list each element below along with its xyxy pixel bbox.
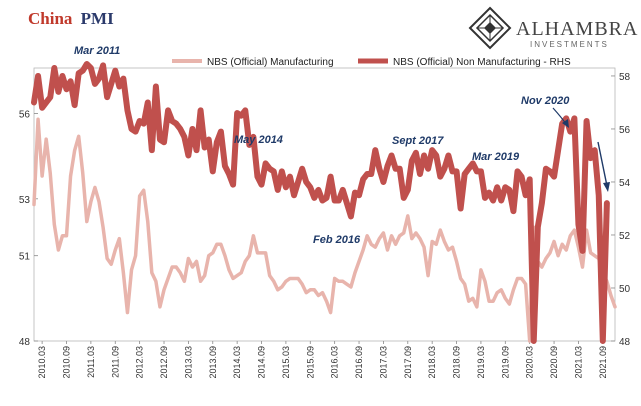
x-tick-label: 2020.09: [549, 346, 559, 379]
arrow-head-icon: [603, 182, 610, 192]
right-tick-label: 58: [619, 72, 631, 83]
legend-label-non-manufacturing: NBS (Official) Non Manufacturing - RHS: [393, 57, 571, 68]
x-tick-label: 2015.03: [281, 346, 291, 379]
x-tick-label: 2010.09: [62, 346, 72, 379]
annotation-mar-2011: Mar 2011: [74, 45, 120, 57]
logo-diamond-icon: [468, 6, 512, 50]
arrow-head-icon: [562, 119, 569, 128]
annotation-sept-2017: Sept 2017: [392, 135, 444, 147]
x-tick-label: 2014.09: [257, 346, 267, 379]
left-tick-label: 51: [19, 252, 31, 263]
left-tick-label: 56: [19, 110, 31, 121]
right-tick-label: 56: [619, 125, 631, 136]
x-tick-label: 2016.09: [354, 346, 364, 379]
x-tick-label: 2011.09: [110, 346, 120, 378]
left-tick-label: 48: [19, 337, 31, 348]
x-tick-label: 2017.09: [403, 346, 413, 379]
annotation-arrow-nov-2020: [552, 107, 567, 125]
left-tick-label: 53: [19, 195, 31, 206]
annotations: Mar 2011 May 2014 Feb 2016 Sept 2017 Mar…: [74, 45, 610, 246]
right-tick-label: 48: [619, 337, 631, 348]
right-tick-label: 50: [619, 284, 631, 295]
legend-label-manufacturing: NBS (Official) Manufacturing: [207, 57, 334, 68]
x-tick-label: 2015.09: [305, 346, 315, 379]
right-tick-label: 52: [619, 231, 631, 242]
logo-name: ALHAMBRA: [516, 18, 638, 40]
series-layer: [31, 61, 617, 344]
chart-title-part2: PMI: [81, 9, 114, 28]
x-tick-label: 2014.03: [232, 346, 242, 379]
right-tick-label: 54: [619, 178, 631, 189]
legend: NBS (Official) Manufacturing NBS (Offici…: [172, 57, 571, 68]
x-tick-label: 2018.09: [452, 346, 462, 379]
x-tick-label: 2012.03: [135, 346, 145, 379]
annotation-mar-2019: Mar 2019: [472, 151, 520, 163]
x-tick-label: 2019.09: [500, 346, 510, 379]
x-tick-label: 2019.03: [476, 346, 486, 379]
x-tick-label: 2018.03: [427, 346, 437, 379]
series-line-manufacturing: [32, 117, 617, 343]
x-tick-label: 2010.03: [37, 346, 47, 379]
x-tick-label: 2017.03: [378, 346, 388, 379]
annotation-may-2014: May 2014: [234, 134, 283, 146]
axes-layer: 48 51 53 56 48 50 52 54 56 58 2010.03 2010.09 2011.0…: [19, 72, 631, 379]
chart-title: China PMI: [28, 9, 114, 28]
x-tick-label: 2013.09: [208, 346, 218, 379]
x-tick-label: 2011.03: [86, 346, 96, 378]
chart-title-part1: China: [28, 9, 73, 28]
annotation-feb-2016: Feb 2016: [313, 234, 361, 246]
x-tick-label: 2013.03: [183, 346, 193, 379]
x-tick-label: 2012.09: [159, 346, 169, 379]
x-tick-label: 2021.09: [598, 346, 608, 379]
annotation-nov-2020: Nov 2020: [521, 95, 570, 107]
x-tick-label: 2020.03: [525, 346, 535, 379]
x-tick-label: 2016.03: [330, 346, 340, 379]
logo-subtitle: INVESTMENTS: [530, 40, 609, 49]
annotation-arrow-recent: [597, 141, 608, 187]
x-tick-label: 2021.03: [573, 346, 583, 379]
series-line-non-manufacturing: [31, 61, 610, 344]
alhambra-logo: ALHAMBRA INVESTMENTS: [468, 6, 638, 50]
